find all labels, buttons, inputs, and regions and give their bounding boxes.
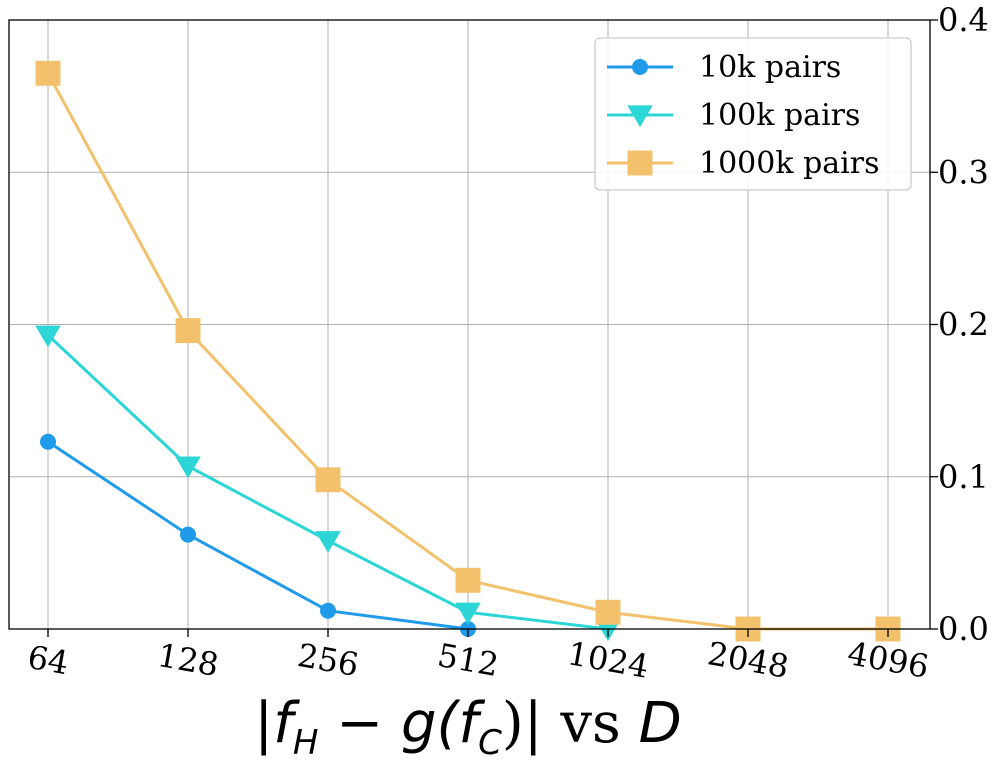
xlabel-part-1: |f: [254, 691, 300, 756]
x-axis-ticks: 64 128 256 512 1024 2048 4096: [25, 629, 932, 686]
data-point: [315, 531, 341, 553]
legend-marker-2: [627, 150, 653, 176]
y-tick-label: 0.0: [938, 610, 989, 648]
legend-box: [594, 37, 912, 191]
data-point: [320, 602, 336, 619]
data-point: [35, 60, 61, 86]
y-axis-ticks: 0.0 0.1 0.2 0.3 0.4: [930, 1, 989, 648]
legend-label-0: 10k pairs: [699, 50, 841, 85]
data-point: [455, 567, 481, 593]
series-markers: [35, 60, 901, 642]
x-tick-label: 128: [155, 636, 222, 684]
data-point: [315, 467, 341, 493]
data-point: [595, 599, 621, 625]
legend-marker-1: [627, 105, 653, 128]
y-tick-label: 0.4: [938, 1, 989, 39]
x-axis-label: |fH − g(fC)| vs D: [254, 691, 681, 763]
legend-label-2: 1000k pairs: [699, 146, 879, 181]
x-tick-label: 64: [25, 638, 72, 682]
x-tick-label: 4096: [845, 634, 932, 686]
y-tick-label: 0.3: [938, 153, 989, 191]
data-point: [35, 325, 61, 348]
xlabel-part-4: C: [478, 723, 502, 763]
legend-label-1: 100k pairs: [699, 98, 860, 133]
data-point: [175, 456, 201, 479]
x-tick-label: 2048: [705, 634, 792, 686]
xlabel-part-3: − g(f: [318, 691, 485, 756]
xlabel-part-6: D: [639, 691, 682, 756]
data-point: [455, 602, 481, 625]
x-tick-label: 256: [295, 636, 362, 684]
x-tick-label: 1024: [565, 634, 652, 686]
x-tick-label: 512: [435, 636, 502, 684]
y-tick-label: 0.1: [938, 458, 989, 496]
data-point: [180, 526, 196, 543]
data-point: [175, 318, 201, 344]
series-line-0: [47, 440, 469, 631]
y-tick-label: 0.2: [938, 306, 989, 344]
xlabel-part-2: H: [293, 723, 319, 763]
legend-marker-0: [632, 59, 648, 75]
xlabel-part-5: )| vs: [502, 691, 639, 756]
legend: 10k pairs 100k pairs 1000k pairs: [594, 37, 912, 191]
data-point: [40, 433, 56, 450]
